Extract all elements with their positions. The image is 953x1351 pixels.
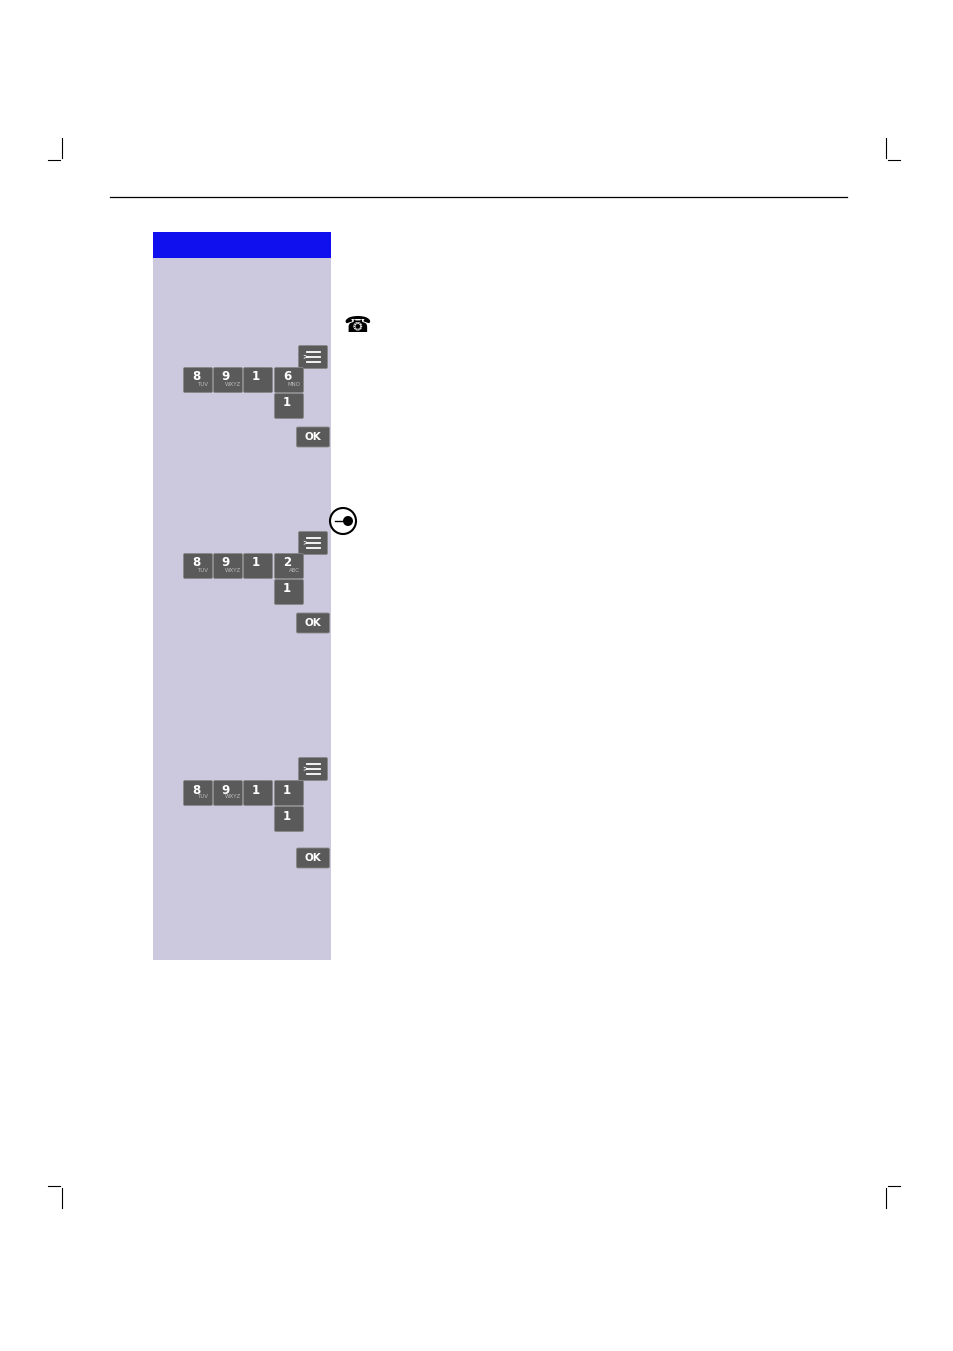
Text: MNO: MNO [287,381,300,386]
Text: 8: 8 [192,784,200,797]
Text: 2: 2 [283,557,291,570]
FancyBboxPatch shape [243,367,273,393]
Text: WXYZ: WXYZ [225,567,241,573]
FancyBboxPatch shape [274,807,303,831]
Text: >: > [302,766,308,771]
Text: 1: 1 [252,370,260,384]
FancyBboxPatch shape [183,781,213,805]
FancyBboxPatch shape [183,367,213,393]
FancyBboxPatch shape [213,554,242,578]
Text: >: > [302,540,308,546]
Text: 1: 1 [283,809,291,823]
FancyBboxPatch shape [296,848,329,867]
FancyBboxPatch shape [274,393,303,419]
Text: >: > [302,354,308,359]
Text: OK: OK [304,852,321,863]
FancyBboxPatch shape [243,554,273,578]
Circle shape [343,516,353,526]
Text: WXYZ: WXYZ [225,794,241,800]
Text: 9: 9 [222,784,230,797]
Text: 8: 8 [192,557,200,570]
FancyBboxPatch shape [298,346,327,369]
Text: 6: 6 [283,370,291,384]
Text: 1: 1 [252,557,260,570]
FancyBboxPatch shape [274,554,303,578]
FancyBboxPatch shape [213,367,242,393]
Text: OK: OK [304,432,321,442]
Text: 1: 1 [283,396,291,409]
Bar [152,232,331,961]
Text: 9: 9 [222,557,230,570]
Text: TUV: TUV [197,567,209,573]
FancyBboxPatch shape [298,531,327,554]
Text: 9: 9 [222,370,230,384]
Text: OK: OK [304,617,321,628]
Text: 1: 1 [283,784,291,797]
Text: TUV: TUV [197,794,209,800]
FancyBboxPatch shape [213,781,242,805]
Text: ☎: ☎ [343,316,371,336]
FancyBboxPatch shape [298,758,327,781]
Text: ABC: ABC [288,567,299,573]
Text: 1: 1 [252,784,260,797]
FancyBboxPatch shape [243,781,273,805]
Text: WXYZ: WXYZ [225,381,241,386]
Text: 8: 8 [192,370,200,384]
FancyBboxPatch shape [274,580,303,604]
FancyBboxPatch shape [274,781,303,805]
Text: 1: 1 [283,582,291,596]
FancyBboxPatch shape [296,613,329,634]
FancyBboxPatch shape [274,367,303,393]
FancyBboxPatch shape [296,427,329,447]
FancyBboxPatch shape [183,554,213,578]
Text: TUV: TUV [197,381,209,386]
Bar [152,232,331,258]
